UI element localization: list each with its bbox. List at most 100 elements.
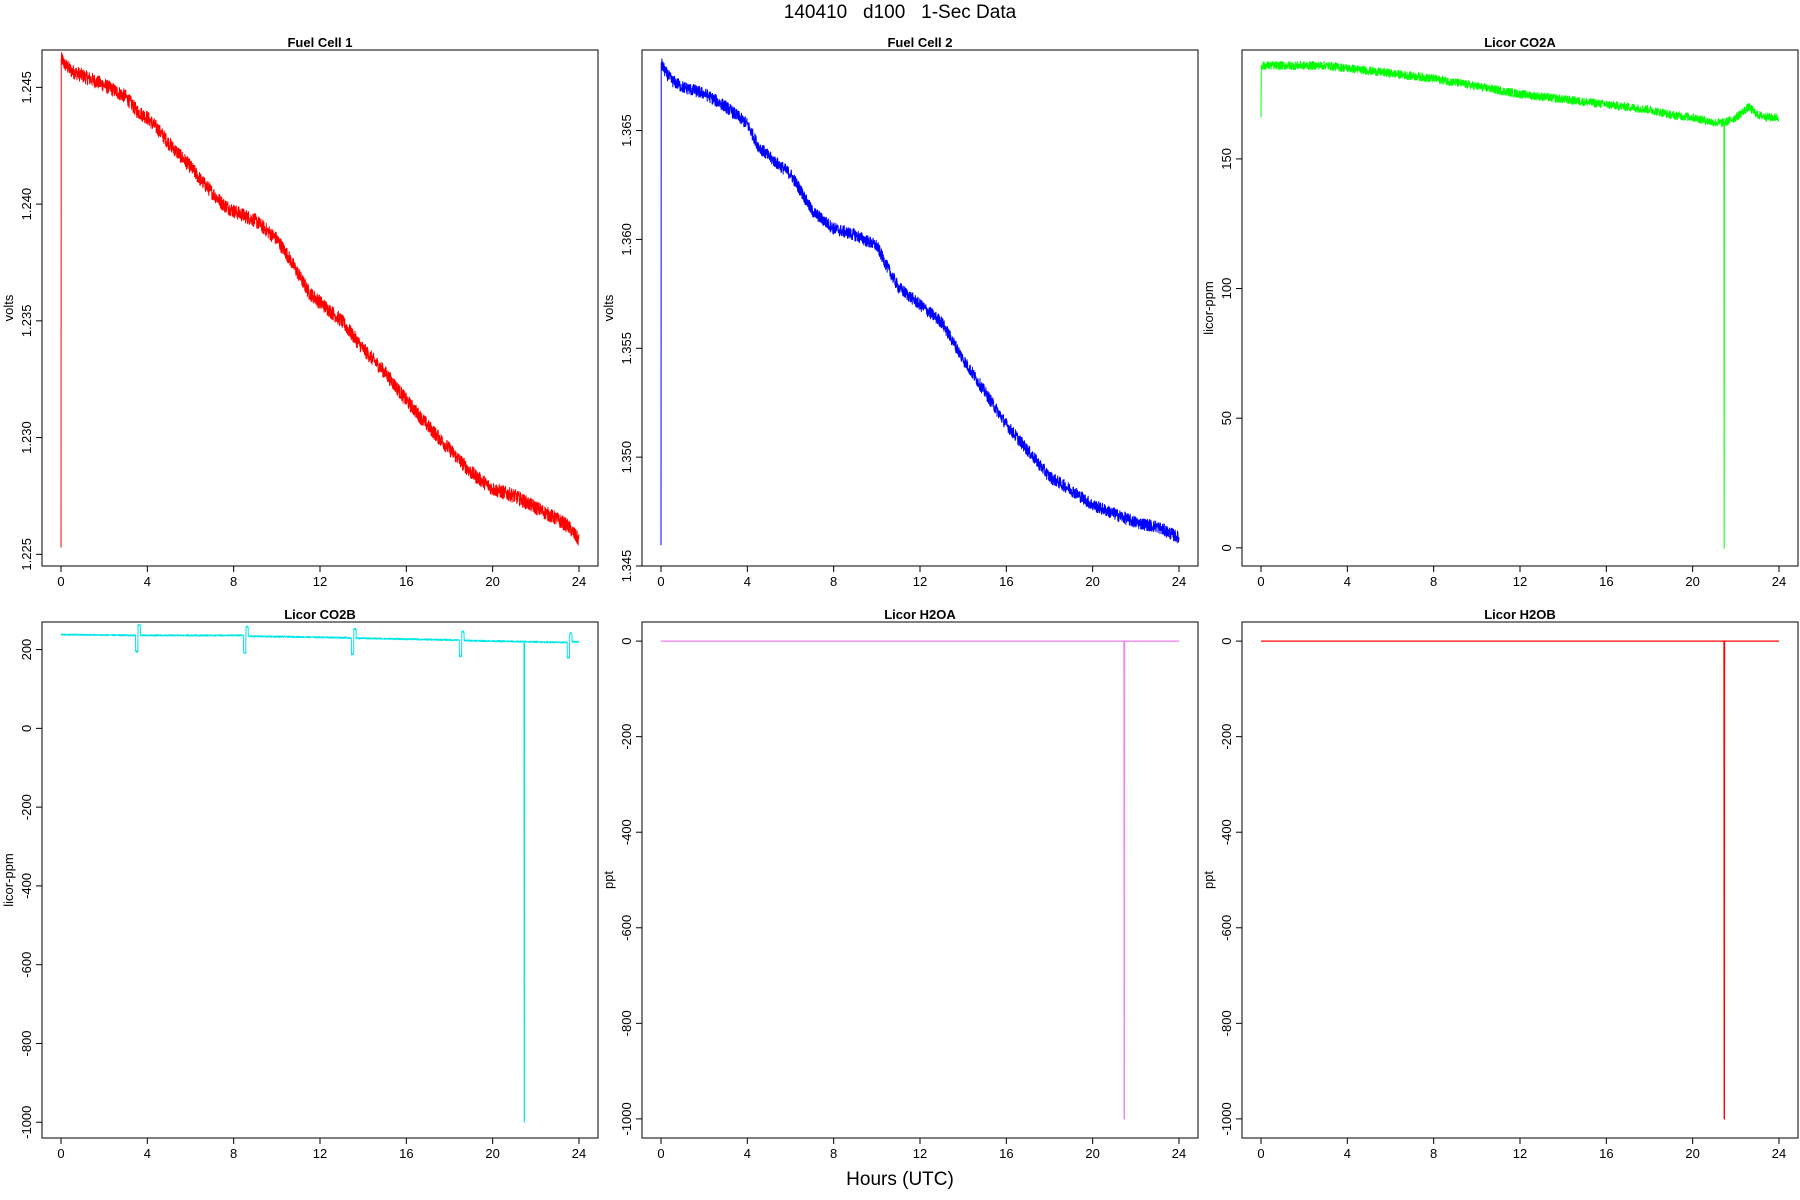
page-title: 140410 d100 1-Sec Data — [783, 2, 1017, 23]
y-tick-label: -400 — [19, 873, 34, 899]
x-tick-label: 24 — [572, 1146, 586, 1161]
x-tick-label: 20 — [1085, 1146, 1099, 1161]
y-tick-label: 1.345 — [619, 550, 634, 583]
y-tick-label: -1000 — [19, 1106, 34, 1139]
y-tick-label: -600 — [1219, 915, 1234, 941]
y-tick-label: -600 — [619, 915, 634, 941]
y-axis-label: volts — [601, 294, 616, 321]
y-tick-label: 200 — [19, 639, 34, 661]
y-axis-label: licor-ppm — [1201, 281, 1216, 334]
y-tick-label: -600 — [19, 952, 34, 978]
y-tick-label: 0 — [619, 637, 634, 644]
y-tick-label: 0 — [1219, 544, 1234, 551]
y-tick-label: 50 — [1219, 411, 1234, 425]
y-tick-label: -800 — [619, 1010, 634, 1036]
x-tick-label: 4 — [1344, 574, 1351, 589]
x-tick-label: 20 — [485, 1146, 499, 1161]
x-tick-label: 4 — [144, 1146, 151, 1161]
x-tick-label: 0 — [1257, 1146, 1264, 1161]
plot-frame — [41, 621, 599, 1139]
panel-title: Fuel Cell 2 — [887, 35, 952, 50]
y-tick-label: 150 — [1219, 148, 1234, 170]
x-tick-label: 4 — [144, 574, 151, 589]
x-tick-label: 4 — [1344, 1146, 1351, 1161]
x-tick-label: 4 — [744, 574, 751, 589]
x-tick-label: 20 — [1685, 1146, 1699, 1161]
x-tick-label: 8 — [1430, 1146, 1437, 1161]
x-tick-label: 12 — [1513, 1146, 1527, 1161]
y-tick-label: 1.240 — [19, 188, 34, 221]
x-tick-label: 8 — [830, 574, 837, 589]
plot-frame — [1241, 621, 1799, 1139]
x-tick-label: 8 — [230, 1146, 237, 1161]
panel-title: Licor H2OB — [1484, 607, 1556, 622]
x-tick-label: 16 — [1599, 1146, 1613, 1161]
x-tick-label: 24 — [1772, 574, 1786, 589]
y-tick-label: 1.360 — [619, 223, 634, 256]
y-tick-label: 1.365 — [619, 114, 634, 147]
x-tick-label: 16 — [399, 574, 413, 589]
plot-frame — [1241, 49, 1799, 567]
y-tick-label: -1000 — [1219, 1102, 1234, 1135]
y-tick-label: 1.235 — [19, 305, 34, 338]
panel-title: Licor H2OA — [884, 607, 956, 622]
y-tick-label: 1.355 — [619, 332, 634, 365]
y-tick-label: -1000 — [619, 1102, 634, 1135]
x-tick-label: 0 — [657, 574, 664, 589]
x-tick-label: 16 — [999, 574, 1013, 589]
x-tick-label: 12 — [313, 574, 327, 589]
x-tick-label: 20 — [485, 574, 499, 589]
y-tick-label: 1.245 — [19, 71, 34, 104]
x-tick-label: 8 — [230, 574, 237, 589]
x-tick-label: 12 — [1513, 574, 1527, 589]
y-tick-label: -200 — [619, 724, 634, 750]
y-tick-label: -800 — [1219, 1010, 1234, 1036]
chart-panel-licor-h2oa: Licor H2OA ppt 0 4 8 12 16 20 24 -1000 -800 -600 -40… — [601, 607, 1199, 1161]
x-tick-label: 0 — [657, 1146, 664, 1161]
y-tick-label: -200 — [19, 794, 34, 820]
x-tick-label: 0 — [57, 574, 64, 589]
x-tick-label: 16 — [999, 1146, 1013, 1161]
x-tick-label: 20 — [1085, 574, 1099, 589]
chart-panel-fuel-cell-2: Fuel Cell 2 volts 0 4 8 12 16 20 24 1.345 1.350 1.3… — [601, 35, 1199, 589]
x-tick-label: 24 — [1172, 574, 1186, 589]
series-line-licor-h2oa — [661, 640, 1179, 1120]
y-tick-label: 1.225 — [19, 538, 34, 571]
x-axis-label: Hours (UTC) — [846, 1169, 954, 1190]
series-line-licor-co2b — [60, 624, 580, 1123]
y-axis-label: ppt — [1201, 871, 1216, 889]
x-tick-label: 24 — [1772, 1146, 1786, 1161]
chart-panel-licor-co2b: Licor CO2B licor-ppm 0 4 8 12 16 20 24 -1000 -800 -… — [1, 607, 599, 1161]
x-tick-label: 0 — [57, 1146, 64, 1161]
series-line-fuel-cell-1 — [60, 51, 580, 548]
x-tick-label: 16 — [399, 1146, 413, 1161]
x-tick-label: 16 — [1599, 574, 1613, 589]
panel-title: Fuel Cell 1 — [287, 35, 352, 50]
x-tick-label: 24 — [1172, 1146, 1186, 1161]
y-tick-label: 0 — [19, 725, 34, 732]
x-tick-label: 12 — [913, 1146, 927, 1161]
chart-panel-licor-co2a: Licor CO2A licor-ppm 0 4 8 12 16 20 24 0 50 100 150 — [1201, 35, 1799, 589]
x-tick-label: 20 — [1685, 574, 1699, 589]
x-tick-label: 24 — [572, 574, 586, 589]
y-tick-label: 0 — [1219, 637, 1234, 644]
y-axis-label: ppt — [601, 871, 616, 889]
y-tick-label: -200 — [1219, 724, 1234, 750]
y-tick-label: -400 — [1219, 819, 1234, 845]
plot-frame — [641, 621, 1199, 1139]
x-tick-label: 0 — [1257, 574, 1264, 589]
x-tick-label: 12 — [913, 574, 927, 589]
series-line-licor-co2a — [1260, 60, 1780, 549]
x-tick-label: 4 — [744, 1146, 751, 1161]
series-line-fuel-cell-2 — [660, 58, 1180, 546]
x-tick-label: 12 — [313, 1146, 327, 1161]
y-axis-label: volts — [1, 294, 16, 321]
y-tick-label: -400 — [619, 819, 634, 845]
y-tick-label: -800 — [19, 1030, 34, 1056]
panel-title: Licor CO2B — [284, 607, 356, 622]
y-tick-label: 100 — [1219, 278, 1234, 300]
series-line-licor-h2ob — [1261, 640, 1779, 1120]
chart-panel-fuel-cell-1: Fuel Cell 1 volts 0 4 8 12 16 20 24 1.225 1.230 1.2… — [1, 35, 599, 589]
y-axis-label: licor-ppm — [1, 853, 16, 906]
chart-panel-licor-h2ob: Licor H2OB ppt 0 4 8 12 16 20 24 -1000 -800 -600 -40… — [1201, 607, 1799, 1161]
